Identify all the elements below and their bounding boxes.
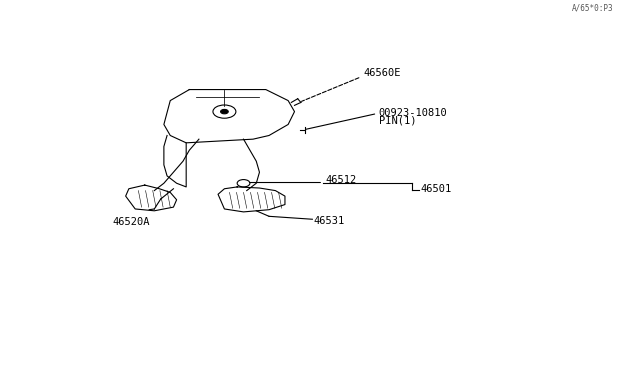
Text: 46501: 46501 [420, 184, 452, 194]
Text: PIN(1): PIN(1) [379, 115, 416, 125]
Text: 46520A: 46520A [113, 217, 150, 227]
Text: 00923-10810: 00923-10810 [379, 109, 447, 118]
Circle shape [221, 109, 228, 114]
Text: 46531: 46531 [314, 216, 345, 226]
Text: A/65*0:P3: A/65*0:P3 [572, 3, 613, 12]
Text: 46560E: 46560E [364, 68, 401, 78]
Text: 46512: 46512 [325, 174, 356, 185]
